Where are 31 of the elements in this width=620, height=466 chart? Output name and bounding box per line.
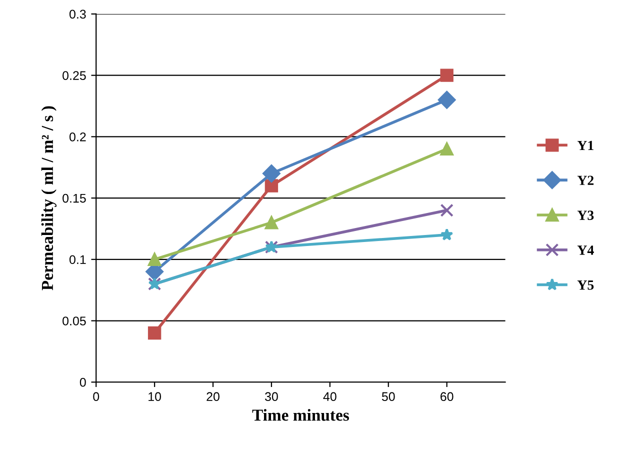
x-tick-label: 20: [206, 392, 220, 402]
y-tick-label: 0.15: [62, 194, 86, 203]
y-tick-label: 0.05: [62, 316, 86, 326]
x-tick-label: 60: [440, 392, 454, 402]
legend-label: Y1: [577, 140, 594, 150]
legend-label: Y4: [577, 246, 594, 255]
point: [440, 68, 454, 82]
x-tick-label: 50: [382, 392, 395, 402]
point: [438, 90, 456, 109]
y-tick-label: 0.2: [69, 132, 86, 142]
y-tick-label: 0.25: [62, 71, 86, 80]
y-axis-title: Permeability ( ml / m² / s ): [41, 106, 56, 290]
x-axis-title: Time minutes: [252, 409, 349, 421]
y-tick-label: 0.3: [69, 10, 86, 19]
x-tick-label: 10: [148, 392, 162, 402]
point: [440, 228, 454, 240]
point: [148, 326, 162, 340]
legend-label: Y3: [577, 210, 594, 220]
point: [440, 142, 454, 156]
legend-label: Y5: [577, 280, 594, 290]
x-tick-label: 0: [93, 392, 100, 402]
point: [264, 179, 278, 192]
x-tick-label: 30: [264, 392, 278, 402]
legend-label: Y2: [577, 176, 594, 185]
x-tick-label: 40: [323, 392, 336, 402]
point: [148, 252, 162, 266]
point: [262, 164, 280, 182]
y-tick-label: 0.1: [69, 255, 86, 264]
point: [264, 216, 278, 230]
y-tick-label: 0: [80, 378, 86, 387]
point: [440, 204, 454, 217]
